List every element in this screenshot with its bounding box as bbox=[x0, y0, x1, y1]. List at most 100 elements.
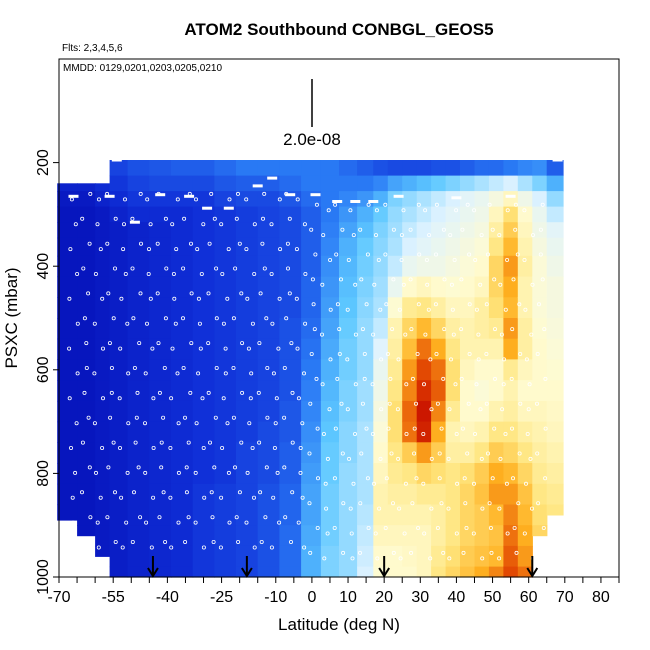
sample-point bbox=[183, 540, 188, 545]
sample-point bbox=[446, 506, 451, 511]
sample-point bbox=[86, 415, 91, 420]
heat-cell bbox=[77, 380, 96, 402]
heat-cell bbox=[214, 545, 237, 568]
sample-point bbox=[345, 357, 350, 362]
sample-point bbox=[364, 302, 369, 307]
sample-point bbox=[433, 252, 438, 257]
sample-point bbox=[351, 233, 356, 238]
heat-cell bbox=[257, 359, 280, 381]
sample-point bbox=[348, 506, 353, 511]
heat-cell bbox=[77, 191, 96, 208]
sample-point bbox=[328, 357, 333, 362]
sample-point bbox=[498, 456, 503, 461]
heat-cell bbox=[214, 566, 237, 578]
heat-cell bbox=[257, 276, 280, 298]
heat-cell bbox=[301, 206, 322, 223]
sample-point bbox=[310, 277, 315, 282]
sample-point bbox=[321, 431, 326, 436]
sample-point bbox=[133, 440, 138, 445]
sample-point bbox=[429, 456, 434, 461]
heat-cell bbox=[460, 359, 476, 381]
heat-cell bbox=[474, 442, 490, 464]
sample-point bbox=[505, 531, 510, 536]
sample-point bbox=[490, 227, 495, 232]
heat-cell bbox=[257, 338, 280, 360]
heat-cell bbox=[416, 206, 432, 223]
sample-point bbox=[226, 247, 231, 252]
sample-point bbox=[421, 431, 426, 436]
heat-cell bbox=[373, 380, 389, 402]
heat-cell bbox=[301, 338, 322, 360]
sample-point bbox=[269, 222, 274, 227]
sample-point bbox=[422, 531, 427, 536]
sample-point bbox=[383, 526, 388, 531]
sample-point bbox=[442, 277, 447, 282]
heat-cell bbox=[149, 525, 172, 547]
sample-point bbox=[324, 506, 329, 511]
heat-cell bbox=[257, 442, 280, 464]
heat-cell bbox=[109, 566, 129, 578]
sample-point bbox=[448, 357, 453, 362]
heat-cell bbox=[320, 222, 340, 239]
sample-point bbox=[200, 396, 205, 401]
sample-point bbox=[402, 531, 407, 536]
sample-point bbox=[446, 456, 451, 461]
heat-cell bbox=[192, 338, 215, 360]
heat-cell bbox=[431, 421, 447, 443]
heat-cell bbox=[474, 160, 490, 177]
scale-label: 2.0e-08 bbox=[283, 130, 341, 149]
heat-cell bbox=[373, 222, 389, 239]
sample-point bbox=[492, 277, 497, 282]
sample-point bbox=[370, 431, 375, 436]
sample-point bbox=[372, 282, 377, 287]
sample-point bbox=[390, 501, 395, 506]
heat-cell bbox=[460, 442, 476, 464]
sample-point bbox=[269, 271, 274, 276]
sample-point bbox=[231, 316, 236, 321]
sample-point bbox=[163, 216, 168, 221]
heat-cell bbox=[57, 297, 78, 319]
sample-point bbox=[170, 222, 175, 227]
heat-cell bbox=[95, 380, 111, 402]
sample-point bbox=[193, 470, 198, 475]
heat-cell bbox=[77, 483, 96, 506]
heat-cell bbox=[257, 237, 280, 257]
sample-point bbox=[67, 296, 72, 301]
heat-cell bbox=[149, 237, 172, 257]
sample-point bbox=[206, 291, 211, 296]
heat-cell bbox=[57, 442, 78, 464]
sample-point bbox=[524, 357, 529, 362]
heat-cell bbox=[357, 359, 374, 381]
heat-cell bbox=[279, 504, 302, 526]
heat-cell bbox=[57, 183, 78, 192]
sample-point bbox=[454, 531, 459, 536]
x-tick-label: -10 bbox=[264, 589, 287, 606]
heat-cell bbox=[109, 206, 129, 223]
sample-point bbox=[426, 307, 431, 312]
heat-cell bbox=[149, 380, 172, 402]
x-tick-label: -55 bbox=[102, 589, 125, 606]
sample-point bbox=[320, 382, 325, 387]
heat-cell bbox=[149, 206, 172, 223]
heat-cell bbox=[279, 545, 302, 568]
heat-cell bbox=[488, 380, 504, 402]
heat-cell bbox=[192, 276, 215, 298]
heat-cell bbox=[387, 206, 403, 223]
heat-cell bbox=[503, 421, 519, 443]
sample-point bbox=[524, 481, 529, 486]
heat-cell bbox=[546, 359, 564, 381]
y-tick-label: 1000 bbox=[35, 559, 52, 595]
sample-point bbox=[220, 271, 225, 276]
heat-cell bbox=[445, 222, 461, 239]
sample-point bbox=[453, 382, 458, 387]
sample-point bbox=[375, 556, 380, 561]
sample-point bbox=[226, 470, 231, 475]
x-tick-label: 50 bbox=[484, 589, 502, 606]
heat-cell bbox=[320, 206, 340, 223]
heat-cell bbox=[320, 463, 340, 485]
heat-cell bbox=[474, 237, 490, 257]
sample-point bbox=[235, 191, 240, 196]
sample-point bbox=[111, 440, 116, 445]
sample-point bbox=[460, 227, 465, 232]
sample-point bbox=[503, 307, 508, 312]
